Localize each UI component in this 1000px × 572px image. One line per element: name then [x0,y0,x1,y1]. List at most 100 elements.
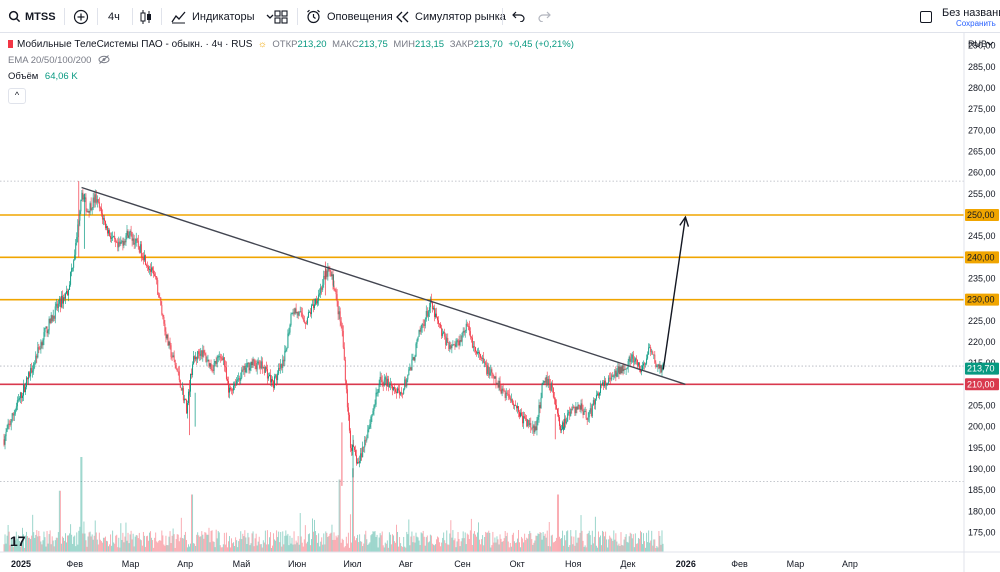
chart-area[interactable]: RUB 175,00 180,00 185,00 190,00 195,00 200,00 2… [0,33,1000,572]
candle-body [208,359,210,367]
candle-body [382,382,384,386]
indicators-button[interactable]: Индикаторы [171,0,275,33]
volume-bar [147,535,148,552]
projection-arrow-line [662,217,687,370]
candle-body [177,371,179,373]
volume-bar [347,532,349,552]
candle-body [364,439,366,448]
volume-bar [335,535,337,552]
volume-bar [218,532,220,552]
volume-bar [259,544,261,552]
candle-body [458,340,460,346]
volume-bar [329,533,331,552]
volume-bar [500,538,502,552]
candle-body [336,294,338,302]
x-tick-label: Окт [510,559,525,569]
candle-body [520,412,521,417]
volume-bar [634,533,636,552]
volume-bar [390,544,392,552]
volume-bar [453,540,455,552]
candle-body [157,280,159,295]
candle-body [374,404,376,406]
candle-body [239,378,241,381]
candle-body [506,392,508,394]
candle-body [236,380,238,386]
ema-legend[interactable]: EMA 20/50/100/200 [8,55,110,66]
alerts-button[interactable]: Оповещения [306,0,393,33]
layout-name-block[interactable]: Без названия Сохранить [942,7,1000,29]
close-label: ЗАКР [449,39,474,50]
volume-bar [191,494,193,552]
candle-body [405,379,407,387]
layouts-button[interactable] [274,0,288,33]
volume-bar [595,545,597,552]
alarm-clock-icon [307,9,320,24]
price-chart[interactable]: RUB 175,00 180,00 185,00 190,00 195,00 200,00 2… [0,33,1000,572]
volume-bar [546,530,548,552]
eye-hidden-icon[interactable] [98,55,110,64]
symbol-search[interactable]: MTSS [8,0,56,33]
volume-bar [35,534,37,552]
candle-body [342,330,344,348]
candle-body [652,351,654,355]
volume-bar [43,531,45,552]
candle-body [169,341,171,346]
candle-body [253,359,255,361]
replay-label: Симулятор рынка [415,10,506,23]
volume-bar [472,533,474,552]
candle-body [179,380,181,388]
volume-bar [289,535,291,552]
volume-bar [450,520,452,552]
volume-bar [612,540,614,552]
volume-bar [120,523,122,552]
volume-bar [575,530,577,552]
volume-bar [648,530,650,552]
volume-bar [630,533,632,552]
y-tick-label: 220,00 [968,337,996,347]
volume-bar [76,532,78,552]
volume-bar [545,537,547,552]
candle-body [493,376,495,379]
undo-button[interactable] [512,0,525,33]
candle-body [486,364,488,374]
candle-body [272,379,273,382]
volume-bar [301,542,303,552]
volume-bar [509,542,511,552]
layout-checkbox[interactable] [920,0,932,33]
candle-body [33,363,35,371]
compare-button[interactable] [73,0,89,33]
candle-body [586,418,588,420]
candle-body [544,381,546,383]
volume-bar [83,521,85,552]
volume-bar [102,537,104,552]
replay-button[interactable]: Симулятор рынка [396,0,506,33]
candle-body [375,392,377,405]
candle-body [481,357,483,359]
candle-body [471,337,473,348]
interval-button[interactable]: 4ч [108,0,120,33]
candle-body [354,446,355,451]
volume-bar [494,537,496,552]
volume-bar [4,534,6,552]
volume-bar [376,534,378,552]
volume-bar [331,524,333,552]
chart-type-button[interactable] [139,0,153,33]
candle-body [286,347,288,350]
candle-body [580,403,582,410]
candle-body [439,323,441,325]
volume-bar [635,543,637,552]
volume-bar [429,534,431,552]
redo-button[interactable] [538,0,551,33]
volume-bar [33,532,35,552]
volume-bar [477,532,478,552]
candle-body [638,362,640,370]
volume-bar [304,525,306,552]
toolbar-divider [297,8,298,25]
volume-bar [408,519,410,552]
volume-bar [572,544,574,552]
candle-body [436,313,437,318]
candle-body [334,288,336,291]
collapse-legend-button[interactable]: ^ [8,88,26,104]
candle-body [513,404,515,406]
candle-body [212,369,214,371]
